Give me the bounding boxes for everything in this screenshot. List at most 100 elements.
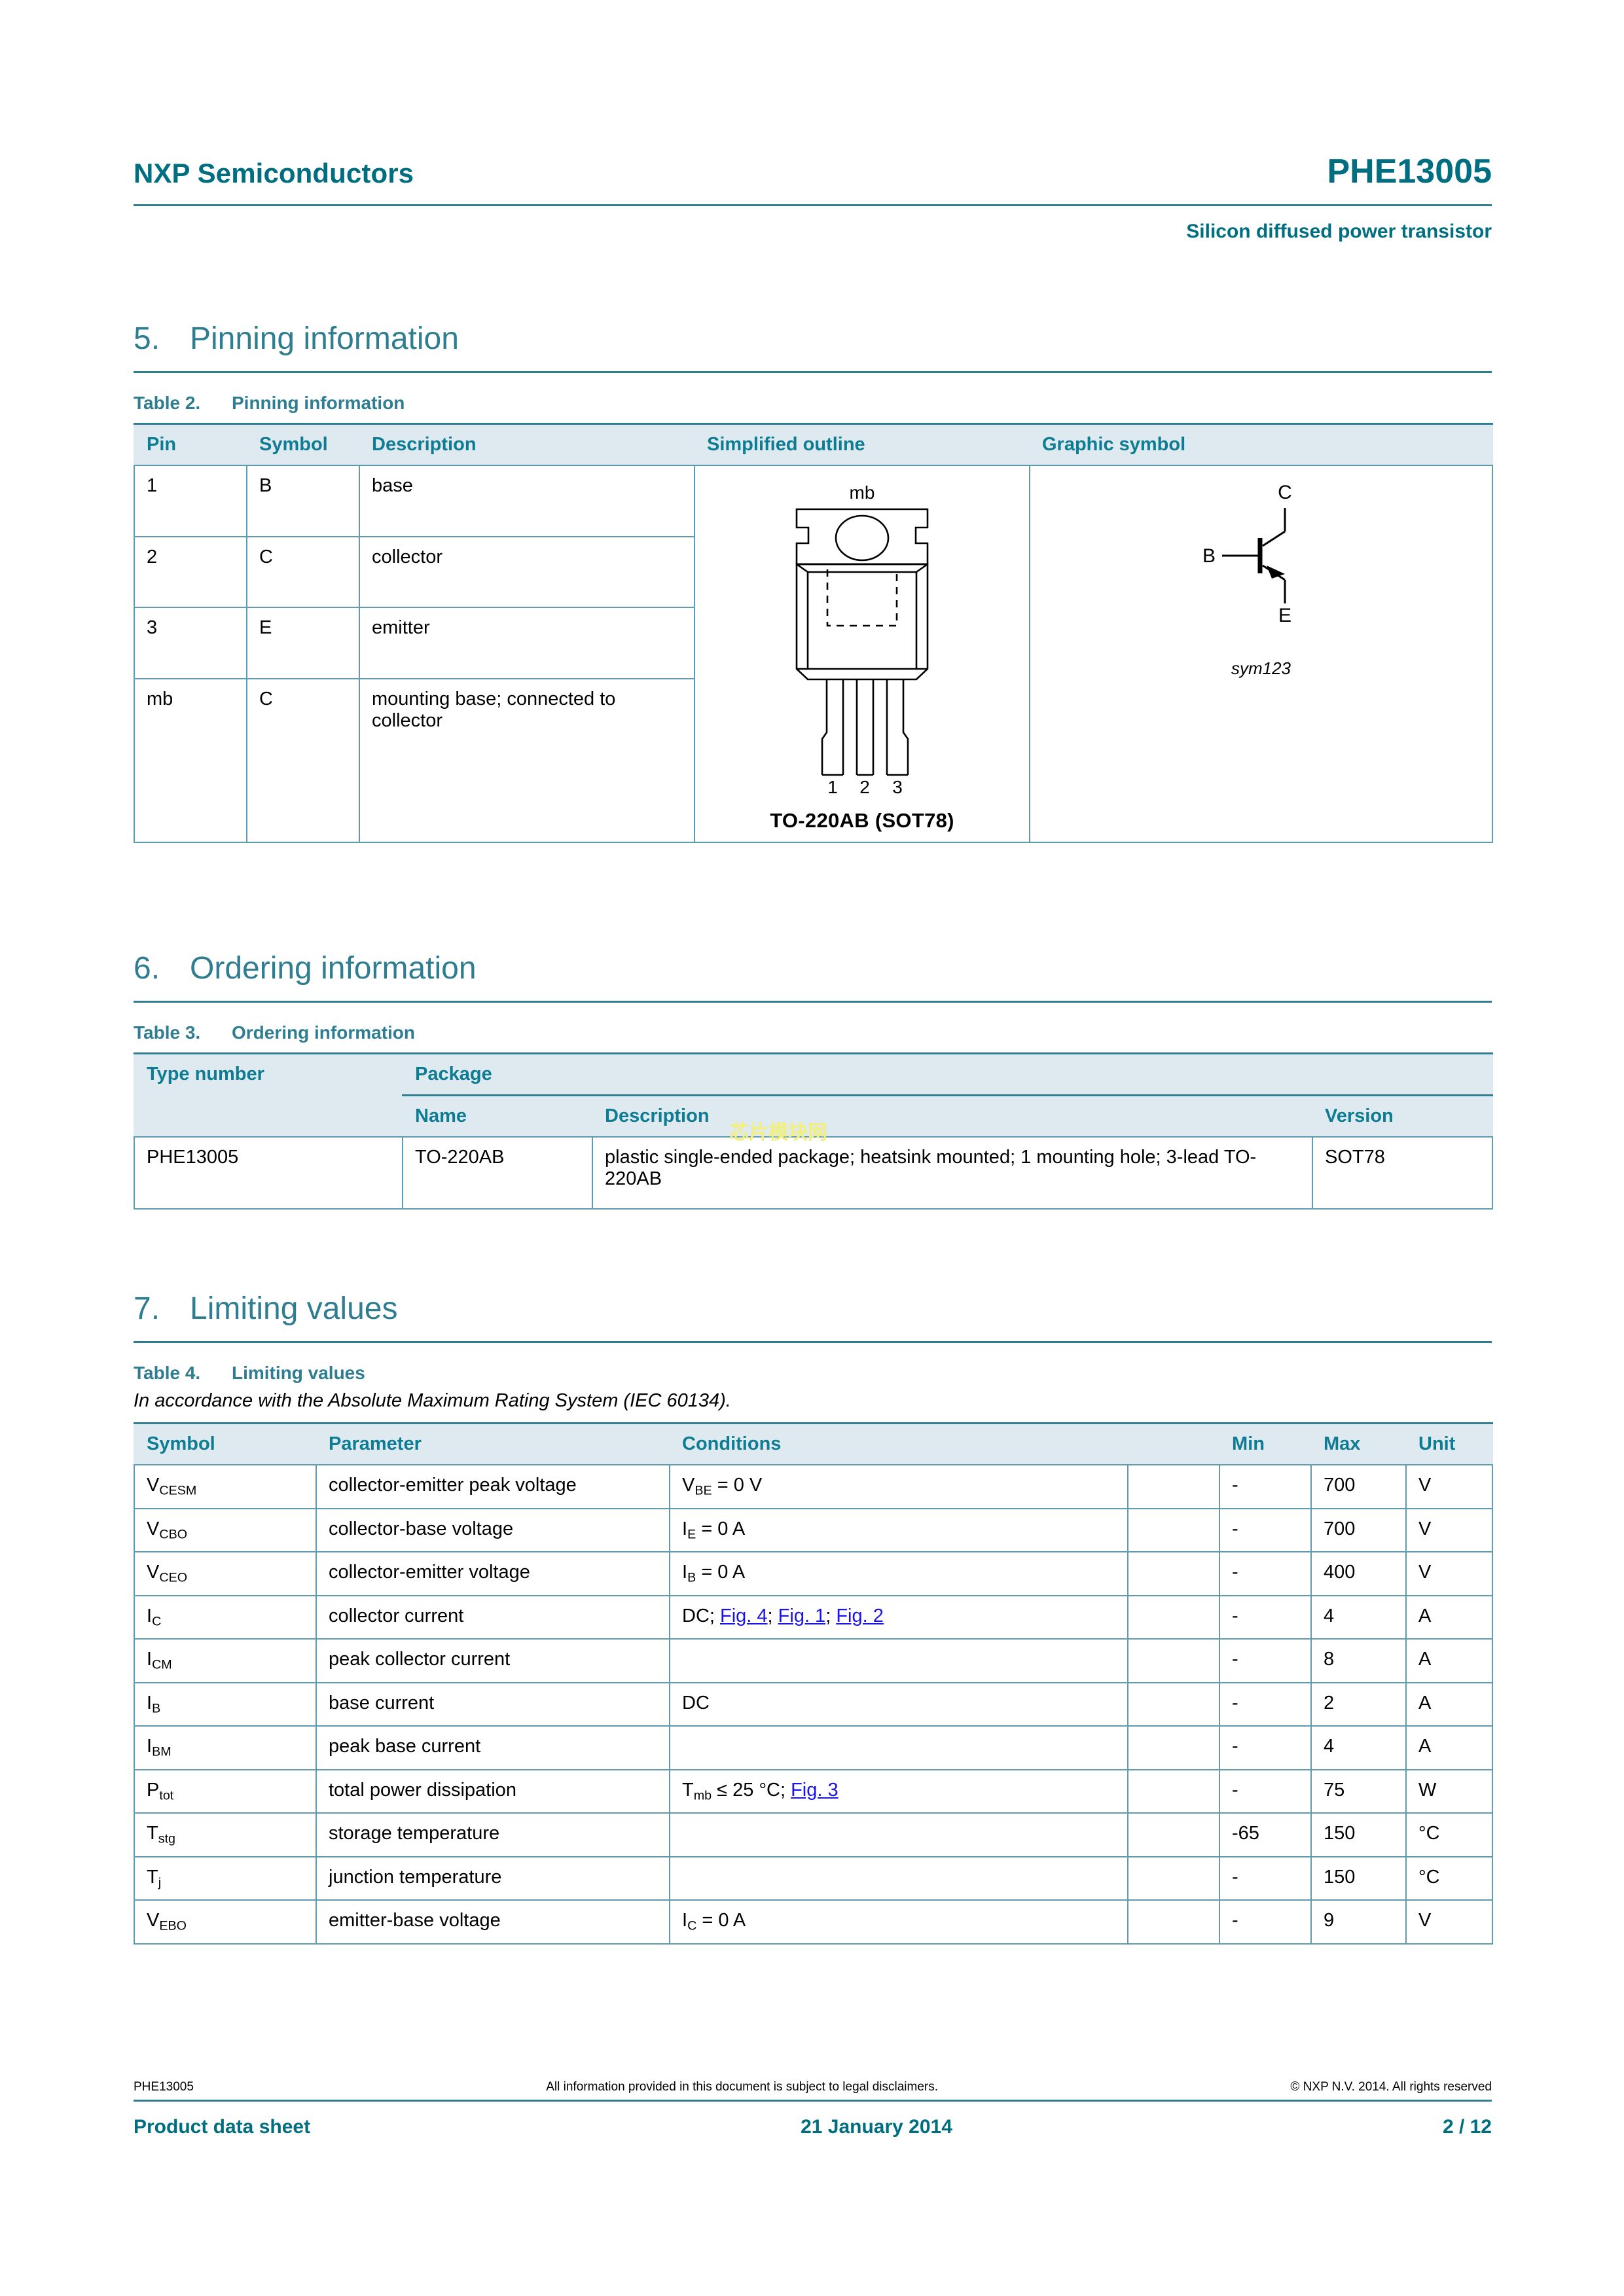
table4-parameter: collector current — [316, 1594, 670, 1640]
table3-header-row-1: Type number Package — [134, 1052, 1494, 1138]
table4-max: 400 — [1310, 1551, 1407, 1596]
table4-min: - — [1219, 1464, 1312, 1509]
footer-disclaimer: All information provided in this documen… — [546, 2080, 939, 2094]
table4-min: - — [1219, 1856, 1312, 1901]
table-row: 2 C collector — [134, 535, 1492, 609]
outline-pin-3-label: 3 — [892, 777, 903, 795]
table4-unit: V — [1405, 1464, 1493, 1509]
table-row: VCBO collector-base voltage IE = 0 A -700 V — [134, 1507, 1493, 1553]
table4-min: - — [1219, 1725, 1312, 1770]
table4-symbol: Tstg — [134, 1812, 317, 1857]
table4-unit: W — [1405, 1768, 1493, 1814]
table4-conditions: IB = 0 A — [669, 1551, 1128, 1596]
section-ordering-divider — [134, 1001, 1492, 1003]
table4-symbol: VEBO — [134, 1899, 317, 1945]
table3-name: TO-220AB — [402, 1136, 593, 1210]
table4-min: -65 — [1219, 1812, 1312, 1857]
table4-spacer — [1127, 1725, 1220, 1770]
figure-link[interactable]: Fig. 3 — [791, 1779, 839, 1801]
footer-part-number: PHE13005 — [134, 2080, 194, 2094]
footer-divider — [134, 2100, 1492, 2102]
package-outline-cell: mb — [694, 465, 1030, 843]
table4-unit: A — [1405, 1681, 1493, 1727]
table4-symbol: VCBO — [134, 1507, 317, 1553]
table4-caption: Table 4. Limiting values — [134, 1363, 1492, 1384]
table3-caption: Table 3. Ordering information — [134, 1022, 1492, 1043]
figure-link[interactable]: Fig. 1 — [778, 1605, 826, 1626]
table4-min: - — [1219, 1594, 1312, 1640]
pinning-table: Pin Symbol Description Simplified outlin… — [134, 423, 1493, 843]
table4-max: 75 — [1310, 1768, 1407, 1814]
table4-max: 2 — [1310, 1681, 1407, 1727]
figure-link[interactable]: Fig. 4 — [720, 1605, 768, 1626]
header-subtitle: Silicon diffused power transistor — [1186, 221, 1492, 242]
table4-parameter: collector-emitter peak voltage — [316, 1464, 670, 1509]
table3-type-number: PHE13005 — [134, 1136, 403, 1210]
package-outline-drawing: mb — [707, 480, 1017, 800]
section-limiting-title: Limiting values — [190, 1291, 398, 1326]
table4-unit: V — [1405, 1551, 1493, 1596]
section-ordering-number: 6. — [134, 951, 160, 986]
symbol-emitter-label: E — [1278, 605, 1291, 626]
table3-th-description: Description 芯片模块网 — [592, 1094, 1313, 1143]
symbol-collector-label: C — [1278, 482, 1292, 503]
table4-max: 700 — [1310, 1464, 1407, 1509]
table4-symbol: IC — [134, 1594, 317, 1640]
table3-th-package: Package — [401, 1052, 1494, 1096]
table4-symbol: IB — [134, 1681, 317, 1727]
table4-conditions — [669, 1856, 1128, 1901]
emitter-arrow-icon — [1266, 565, 1285, 579]
section-ordering: 6. Ordering information Table 3. Orderin… — [134, 950, 1494, 1210]
table4-min: - — [1219, 1899, 1312, 1945]
table2-th-graphic-symbol: Graphic symbol — [1029, 423, 1493, 466]
section-pinning: 5. Pinning information Table 2. Pinning … — [134, 321, 1493, 843]
table3-th-type-number: Type number — [134, 1052, 403, 1138]
table4-max: 4 — [1310, 1725, 1407, 1770]
table-row: mb C mounting base; connected to collect… — [134, 678, 1492, 843]
section-limiting-number: 7. — [134, 1291, 160, 1326]
figure-link[interactable]: Fig. 2 — [836, 1605, 884, 1626]
footer-copyright: © NXP N.V. 2014. All rights reserved — [1290, 2080, 1492, 2094]
table2-symbol: B — [246, 465, 360, 537]
table2-caption: Table 2. Pinning information — [134, 393, 1492, 414]
table2-description: base — [359, 465, 695, 537]
table2-th-description: Description — [359, 423, 695, 466]
npn-symbol-svg: C B E — [1202, 482, 1292, 626]
table4-parameter: junction temperature — [316, 1856, 670, 1901]
page-footer: PHE13005 All information provided in thi… — [134, 2080, 1492, 2138]
table4-spacer — [1127, 1812, 1220, 1857]
table4-body: VCESM collector-emitter peak voltage VBE =… — [134, 1464, 1493, 1945]
table-row: IC collector current DC; Fig. 4; Fig. 1; F… — [134, 1594, 1493, 1640]
section-limiting-divider — [134, 1341, 1492, 1343]
section-ordering-heading: 6. Ordering information — [134, 950, 1492, 986]
table4-min: - — [1219, 1507, 1312, 1553]
table4-max: 9 — [1310, 1899, 1407, 1945]
table4-caption-number: Table 4. — [134, 1363, 201, 1383]
page-header: NXP Semiconductors PHE13005 Silicon diff… — [134, 152, 1492, 243]
graphic-symbol-cell: C B E sym123 — [1029, 465, 1493, 843]
table2-caption-number: Table 2. — [134, 393, 201, 413]
table4-conditions — [669, 1725, 1128, 1770]
table4-max: 150 — [1310, 1812, 1407, 1857]
company-name: NXP Semiconductors — [134, 158, 414, 188]
table4-th-conditions: Conditions — [669, 1422, 1128, 1465]
table-row: Ptot total power dissipation Tmb ≤ 25 °C; … — [134, 1768, 1493, 1814]
outline-pin-1-label: 1 — [827, 777, 838, 795]
table4-unit: °C — [1405, 1812, 1493, 1857]
table-row: Tj junction temperature -150 °C — [134, 1856, 1493, 1901]
table4-min: - — [1219, 1681, 1312, 1727]
table4-th-symbol: Symbol — [134, 1422, 317, 1465]
table-row: VCESM collector-emitter peak voltage VBE =… — [134, 1464, 1493, 1509]
section-ordering-title: Ordering information — [190, 951, 477, 986]
table4-max: 150 — [1310, 1856, 1407, 1901]
table4-th-min: Min — [1219, 1422, 1312, 1465]
table2-header-row: Pin Symbol Description Simplified outlin… — [134, 423, 1493, 466]
table4-parameter: total power dissipation — [316, 1768, 670, 1814]
table4-symbol: VCESM — [134, 1464, 317, 1509]
footer-bottom-row: Product data sheet 21 January 2014 2 / 1… — [134, 2116, 1492, 2138]
outline-pin-2-label: 2 — [859, 777, 870, 795]
table4-spacer — [1127, 1551, 1220, 1596]
